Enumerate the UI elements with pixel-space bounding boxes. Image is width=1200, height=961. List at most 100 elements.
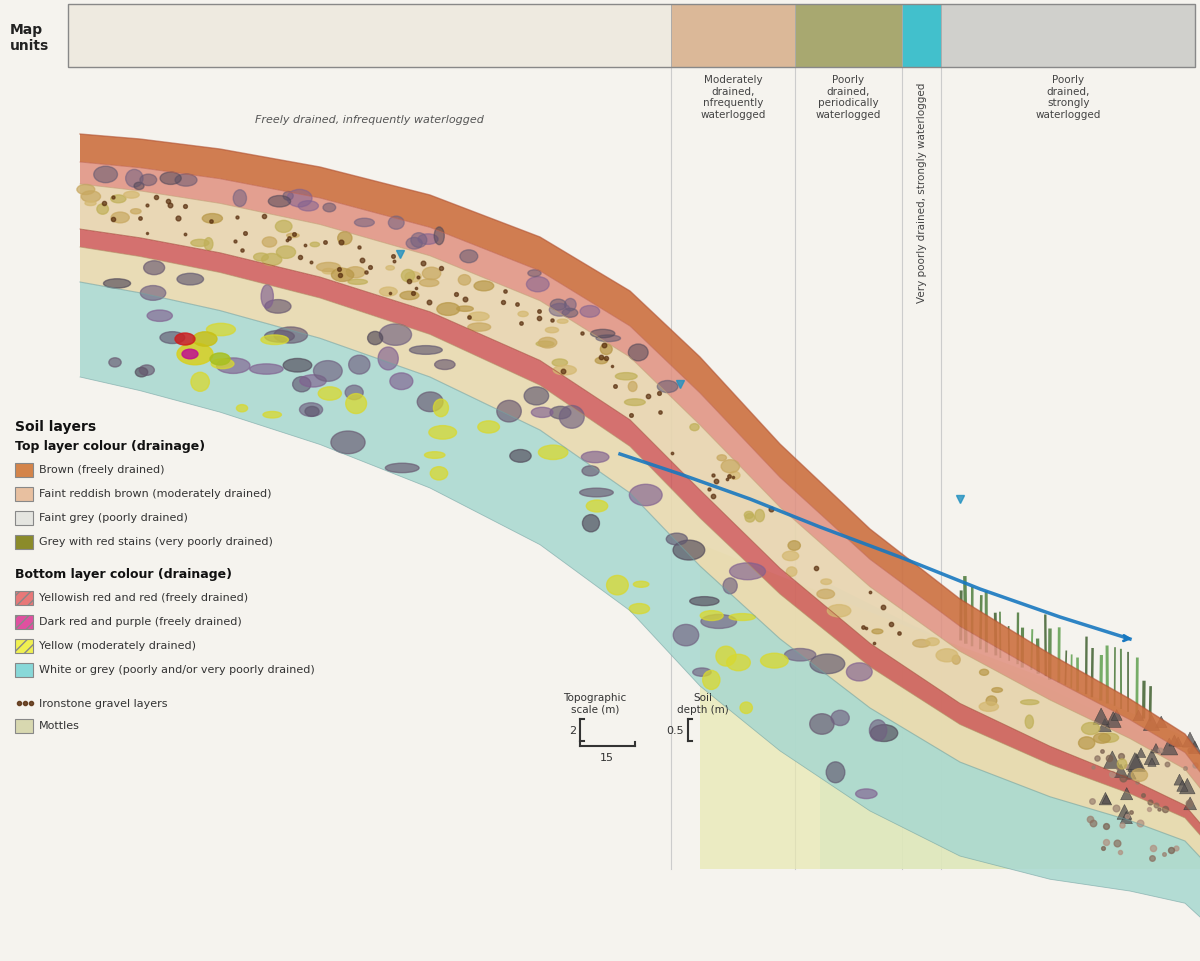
Ellipse shape: [379, 287, 397, 297]
Ellipse shape: [718, 456, 726, 461]
Ellipse shape: [386, 266, 395, 271]
Polygon shape: [1121, 812, 1133, 824]
Ellipse shape: [354, 219, 374, 228]
Bar: [16, 535, 34, 550]
Ellipse shape: [986, 696, 997, 705]
Text: Faint grey (poorly drained): Faint grey (poorly drained): [40, 512, 188, 523]
Ellipse shape: [629, 484, 662, 506]
Bar: [68, 5, 1195, 68]
Ellipse shape: [276, 247, 295, 259]
Ellipse shape: [666, 533, 688, 546]
Ellipse shape: [562, 309, 577, 318]
Ellipse shape: [305, 407, 319, 417]
Ellipse shape: [264, 331, 294, 343]
Ellipse shape: [624, 400, 646, 407]
Ellipse shape: [856, 789, 877, 799]
Bar: [16, 487, 34, 502]
Ellipse shape: [140, 175, 157, 186]
Ellipse shape: [587, 501, 607, 512]
Polygon shape: [1098, 719, 1111, 732]
Ellipse shape: [457, 307, 473, 312]
Polygon shape: [80, 185, 1200, 824]
Ellipse shape: [85, 202, 96, 207]
Text: Dark red and purple (freely drained): Dark red and purple (freely drained): [40, 616, 241, 627]
Ellipse shape: [112, 212, 130, 224]
Ellipse shape: [979, 702, 998, 712]
Text: White or grey (poorly and/or very poorly drained): White or grey (poorly and/or very poorly…: [40, 664, 314, 675]
Ellipse shape: [109, 358, 121, 368]
Ellipse shape: [175, 333, 196, 346]
Polygon shape: [1093, 708, 1109, 725]
Ellipse shape: [926, 638, 940, 646]
Bar: [16, 615, 34, 629]
Polygon shape: [1105, 712, 1121, 727]
Ellipse shape: [203, 214, 222, 224]
Ellipse shape: [634, 581, 649, 588]
Ellipse shape: [263, 412, 282, 419]
Ellipse shape: [703, 671, 720, 690]
Text: Very poorly drained, strongly waterlogged: Very poorly drained, strongly waterlogge…: [917, 83, 926, 303]
Ellipse shape: [992, 688, 1002, 693]
Polygon shape: [1183, 797, 1196, 810]
Text: Soil layers: Soil layers: [16, 420, 96, 433]
Ellipse shape: [1079, 737, 1094, 750]
Ellipse shape: [744, 512, 754, 519]
Ellipse shape: [191, 373, 209, 392]
Polygon shape: [1126, 769, 1136, 779]
Text: Faint reddish brown (moderately drained): Faint reddish brown (moderately drained): [40, 488, 271, 499]
Ellipse shape: [846, 663, 872, 681]
Ellipse shape: [367, 333, 383, 345]
Bar: [794, 5, 902, 68]
Ellipse shape: [590, 330, 614, 338]
Ellipse shape: [204, 238, 212, 251]
Ellipse shape: [810, 654, 845, 674]
Ellipse shape: [557, 320, 568, 324]
Ellipse shape: [821, 579, 832, 585]
Ellipse shape: [323, 204, 336, 212]
Ellipse shape: [401, 270, 414, 283]
Ellipse shape: [810, 714, 834, 734]
Ellipse shape: [385, 464, 419, 473]
Polygon shape: [1177, 780, 1188, 792]
Ellipse shape: [740, 702, 752, 714]
Ellipse shape: [1132, 769, 1147, 781]
Ellipse shape: [600, 344, 612, 356]
Ellipse shape: [422, 268, 440, 281]
Ellipse shape: [510, 450, 532, 463]
Ellipse shape: [497, 401, 521, 423]
Ellipse shape: [346, 267, 365, 279]
Ellipse shape: [317, 263, 341, 272]
Text: Poorly
drained,
strongly
waterlogged: Poorly drained, strongly waterlogged: [1036, 75, 1100, 120]
Polygon shape: [1127, 752, 1144, 770]
Ellipse shape: [701, 615, 737, 628]
Ellipse shape: [832, 710, 850, 726]
Ellipse shape: [550, 304, 570, 317]
Ellipse shape: [310, 243, 319, 247]
Ellipse shape: [658, 382, 678, 393]
Ellipse shape: [390, 374, 413, 390]
Ellipse shape: [275, 221, 292, 234]
Text: Topographic
scale (m): Topographic scale (m): [563, 693, 626, 714]
Text: Freely drained, infrequently waterlogged: Freely drained, infrequently waterlogged: [256, 115, 484, 125]
Ellipse shape: [94, 167, 118, 184]
Ellipse shape: [124, 192, 139, 199]
Ellipse shape: [1117, 759, 1127, 769]
Ellipse shape: [260, 335, 288, 345]
Ellipse shape: [979, 670, 989, 676]
Ellipse shape: [478, 422, 499, 433]
Ellipse shape: [817, 590, 834, 599]
Ellipse shape: [77, 185, 95, 195]
Ellipse shape: [148, 310, 173, 322]
Ellipse shape: [782, 552, 799, 561]
Ellipse shape: [348, 280, 367, 285]
Text: Ironstone gravel layers: Ironstone gravel layers: [40, 699, 168, 708]
Ellipse shape: [335, 268, 346, 282]
Ellipse shape: [474, 282, 493, 291]
Text: Poorly
drained,
periodically
waterlogged: Poorly drained, periodically waterlogged: [816, 75, 881, 120]
Polygon shape: [700, 545, 1200, 869]
Ellipse shape: [559, 407, 584, 429]
Ellipse shape: [136, 368, 148, 378]
Ellipse shape: [160, 333, 185, 344]
Ellipse shape: [532, 407, 553, 418]
Ellipse shape: [287, 190, 312, 208]
